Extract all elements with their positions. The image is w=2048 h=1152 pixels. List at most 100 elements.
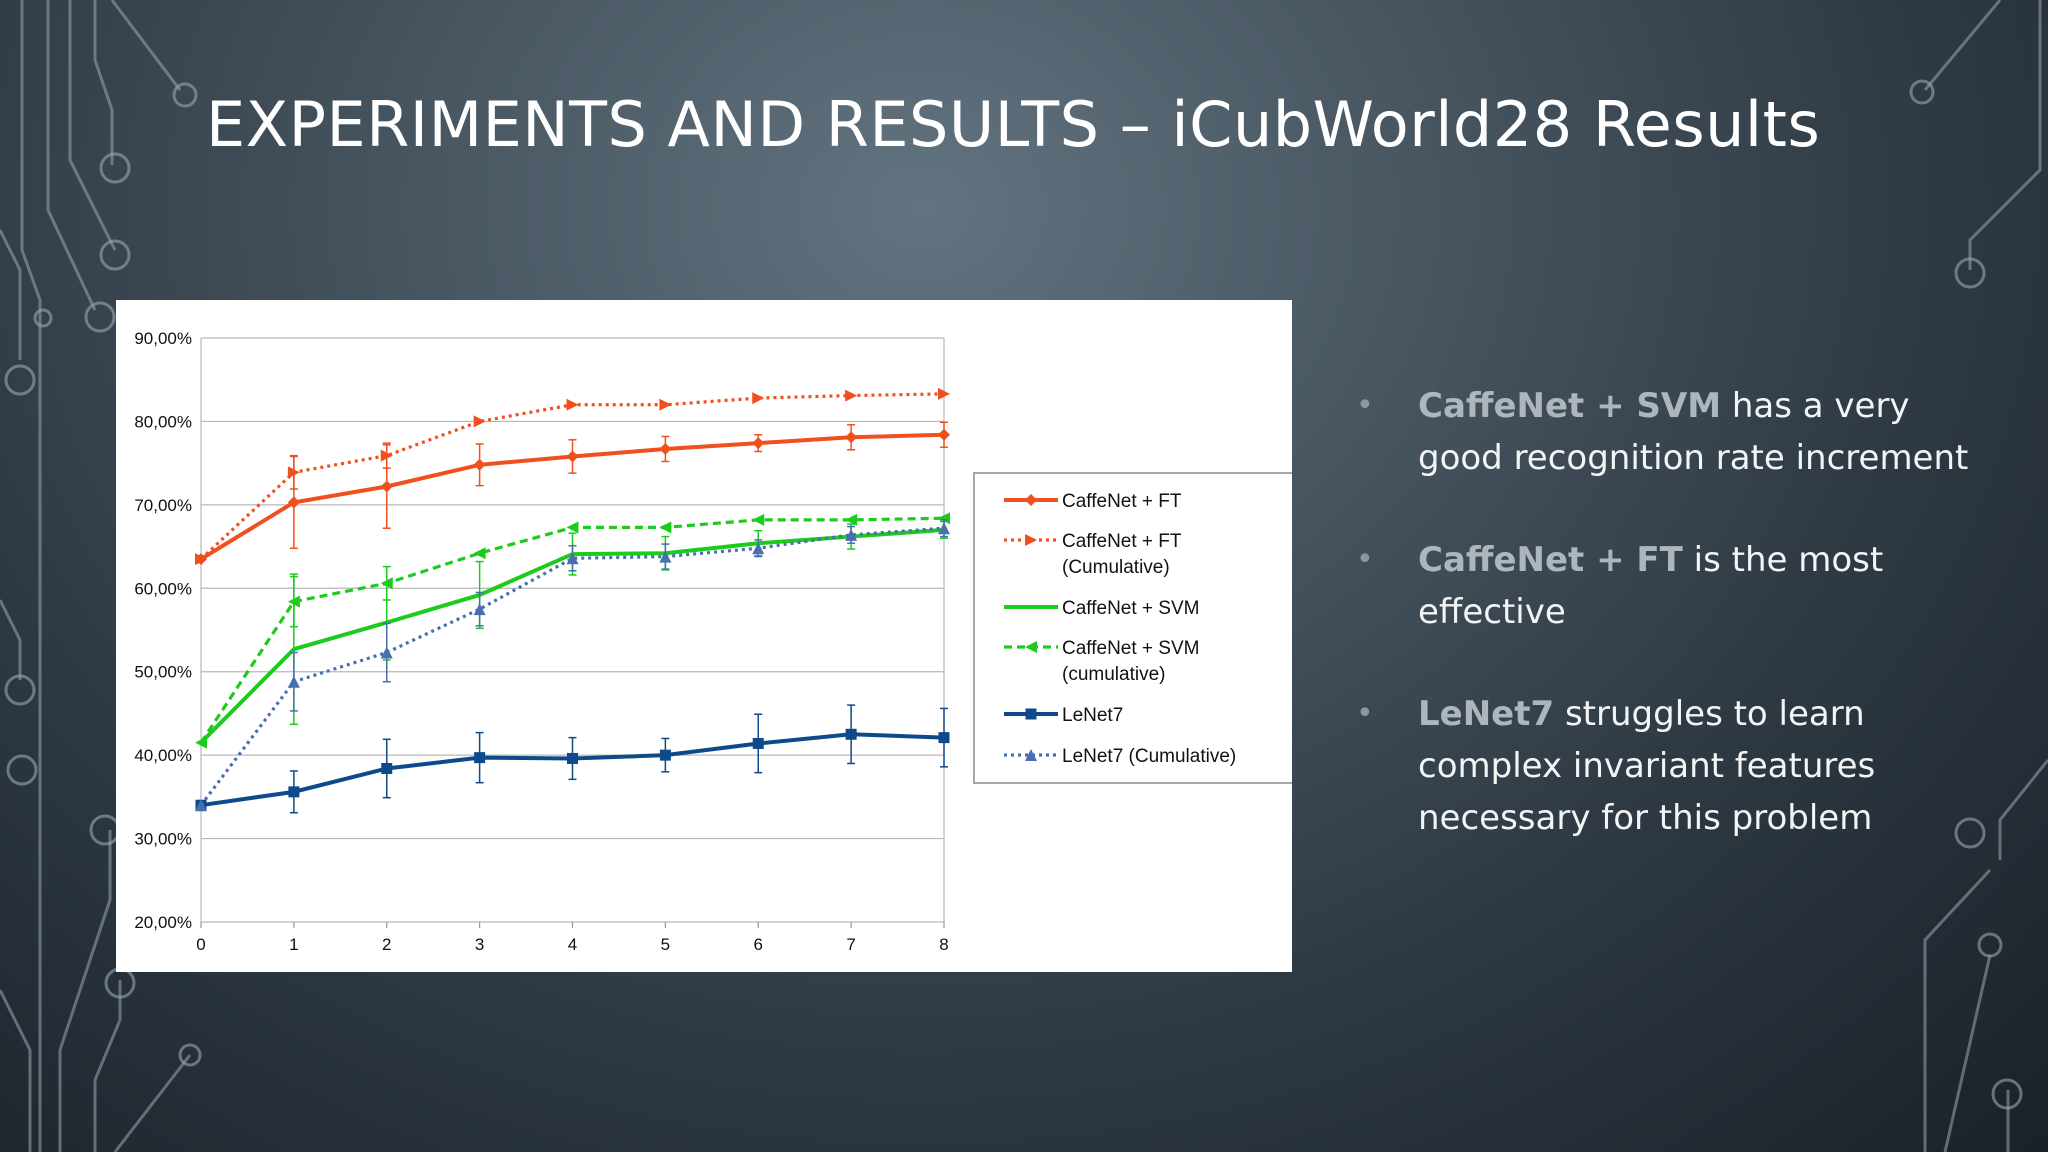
data-point (938, 387, 950, 400)
legend-label: CaffeNet + FT (1062, 531, 1182, 552)
series-group (195, 421, 950, 566)
series-group (195, 704, 950, 814)
x-tick-label: 2 (382, 935, 391, 954)
data-point (752, 437, 765, 450)
data-point (845, 513, 858, 526)
data-point (566, 450, 579, 463)
data-point (1025, 534, 1037, 546)
axes: 20,00% 30,00% 40,00% 50,00% 60,00% 70,00% 80,0… (134, 329, 948, 954)
data-point (567, 752, 578, 764)
data-point (1025, 641, 1037, 653)
x-tick-label: 6 (754, 935, 763, 954)
y-tick-label: 60,00% (134, 579, 192, 598)
data-point (381, 762, 393, 774)
x-tick-label: 7 (846, 935, 855, 954)
legend-label: (cumulative) (1062, 664, 1165, 685)
y-tick-label: 40,00% (134, 746, 192, 765)
x-tick-label: 8 (939, 935, 948, 954)
data-point (287, 496, 300, 509)
series-group (199, 520, 948, 745)
legend-label: (Cumulative) (1062, 557, 1170, 578)
data-point (938, 428, 950, 441)
x-tick-label: 5 (661, 935, 670, 954)
data-point (938, 522, 950, 535)
data-point (752, 737, 764, 749)
legend-label: LeNet7 (Cumulative) (1062, 746, 1236, 767)
bullet-text: has a very good recognition rate increme… (1418, 386, 1969, 478)
bullet-emphasis: LeNet7 (1418, 694, 1555, 734)
data-point (380, 480, 393, 493)
y-tick-label: 90,00% (134, 329, 192, 348)
data-point (566, 521, 579, 534)
bullet-item: • CaffeNet + FT is the most effective (1352, 534, 1992, 638)
bullet-emphasis: CaffeNet + SVM (1418, 386, 1722, 426)
data-point (474, 752, 486, 764)
data-point (287, 466, 300, 479)
data-point (938, 512, 950, 525)
data-point (752, 392, 765, 405)
data-point (845, 528, 858, 541)
line-chart: 20,00% 30,00% 40,00% 50,00% 60,00% 70,00% 80,0… (134, 329, 1292, 954)
data-point (845, 728, 857, 740)
y-tick-label: 70,00% (134, 496, 192, 515)
x-tick-label: 3 (475, 935, 484, 954)
bullet-list: • CaffeNet + SVM has a very good recognit… (1352, 380, 1992, 894)
bullet-dot-icon: • (1356, 542, 1374, 577)
data-point (473, 603, 486, 616)
data-point (659, 521, 672, 534)
data-point (752, 513, 765, 526)
y-tick-label: 30,00% (134, 830, 192, 849)
bullet-emphasis: CaffeNet + FT (1418, 540, 1683, 580)
y-tick-label: 50,00% (134, 663, 192, 682)
x-tick-label: 1 (289, 935, 298, 954)
series-group (195, 512, 950, 749)
series-line (199, 526, 945, 807)
data-point (473, 547, 486, 560)
series-lines (195, 387, 950, 814)
bullet-dot-icon: • (1356, 696, 1374, 731)
slide-title: EXPERIMENTS AND RESULTS – iCubWorld28 Re… (206, 88, 1821, 161)
x-tick-label: 4 (568, 935, 577, 954)
legend-label: CaffeNet + SVM (1062, 598, 1199, 619)
data-point (195, 736, 207, 749)
data-point (195, 553, 207, 566)
data-point (287, 595, 300, 608)
data-point (659, 398, 672, 411)
legend-label: LeNet7 (1062, 705, 1123, 726)
data-point (1025, 494, 1037, 506)
data-point (938, 732, 950, 744)
data-point (287, 675, 300, 688)
data-point (473, 458, 486, 471)
data-point (566, 552, 579, 565)
data-point (659, 550, 672, 563)
bullet-text: struggles to learn complex invariant fea… (1418, 694, 1876, 838)
y-tick-label: 20,00% (134, 913, 192, 932)
data-point (195, 799, 207, 812)
y-tick-label: 80,00% (134, 412, 192, 431)
data-point (845, 389, 858, 402)
gridlines (201, 337, 944, 923)
series-group (195, 387, 950, 566)
x-tick-label: 0 (196, 935, 205, 954)
data-point (1025, 749, 1037, 761)
data-point (380, 449, 393, 462)
data-point (1025, 708, 1037, 720)
bullet-item: • LeNet7 struggles to learn complex invar… (1352, 688, 1992, 844)
bullet-dot-icon: • (1356, 388, 1374, 423)
chart-panel: 20,00% 30,00% 40,00% 50,00% 60,00% 70,00% 80,0… (116, 300, 1292, 972)
legend-label: CaffeNet + SVM (1062, 638, 1199, 659)
data-point (566, 398, 579, 411)
bullet-text: is the most effective (1418, 540, 1884, 632)
legend: CaffeNet + FT CaffeNet + FT (Cumulative) Ca… (973, 472, 1292, 784)
legend-label: CaffeNet + FT (1062, 491, 1182, 512)
data-point (659, 442, 672, 455)
data-point (380, 577, 393, 590)
data-point (659, 749, 671, 761)
data-point (845, 431, 858, 444)
series-group (195, 519, 950, 812)
bullet-item: • CaffeNet + SVM has a very good recognit… (1352, 380, 1992, 484)
data-point (752, 542, 765, 555)
data-point (288, 786, 300, 798)
legend-box (973, 472, 1292, 784)
